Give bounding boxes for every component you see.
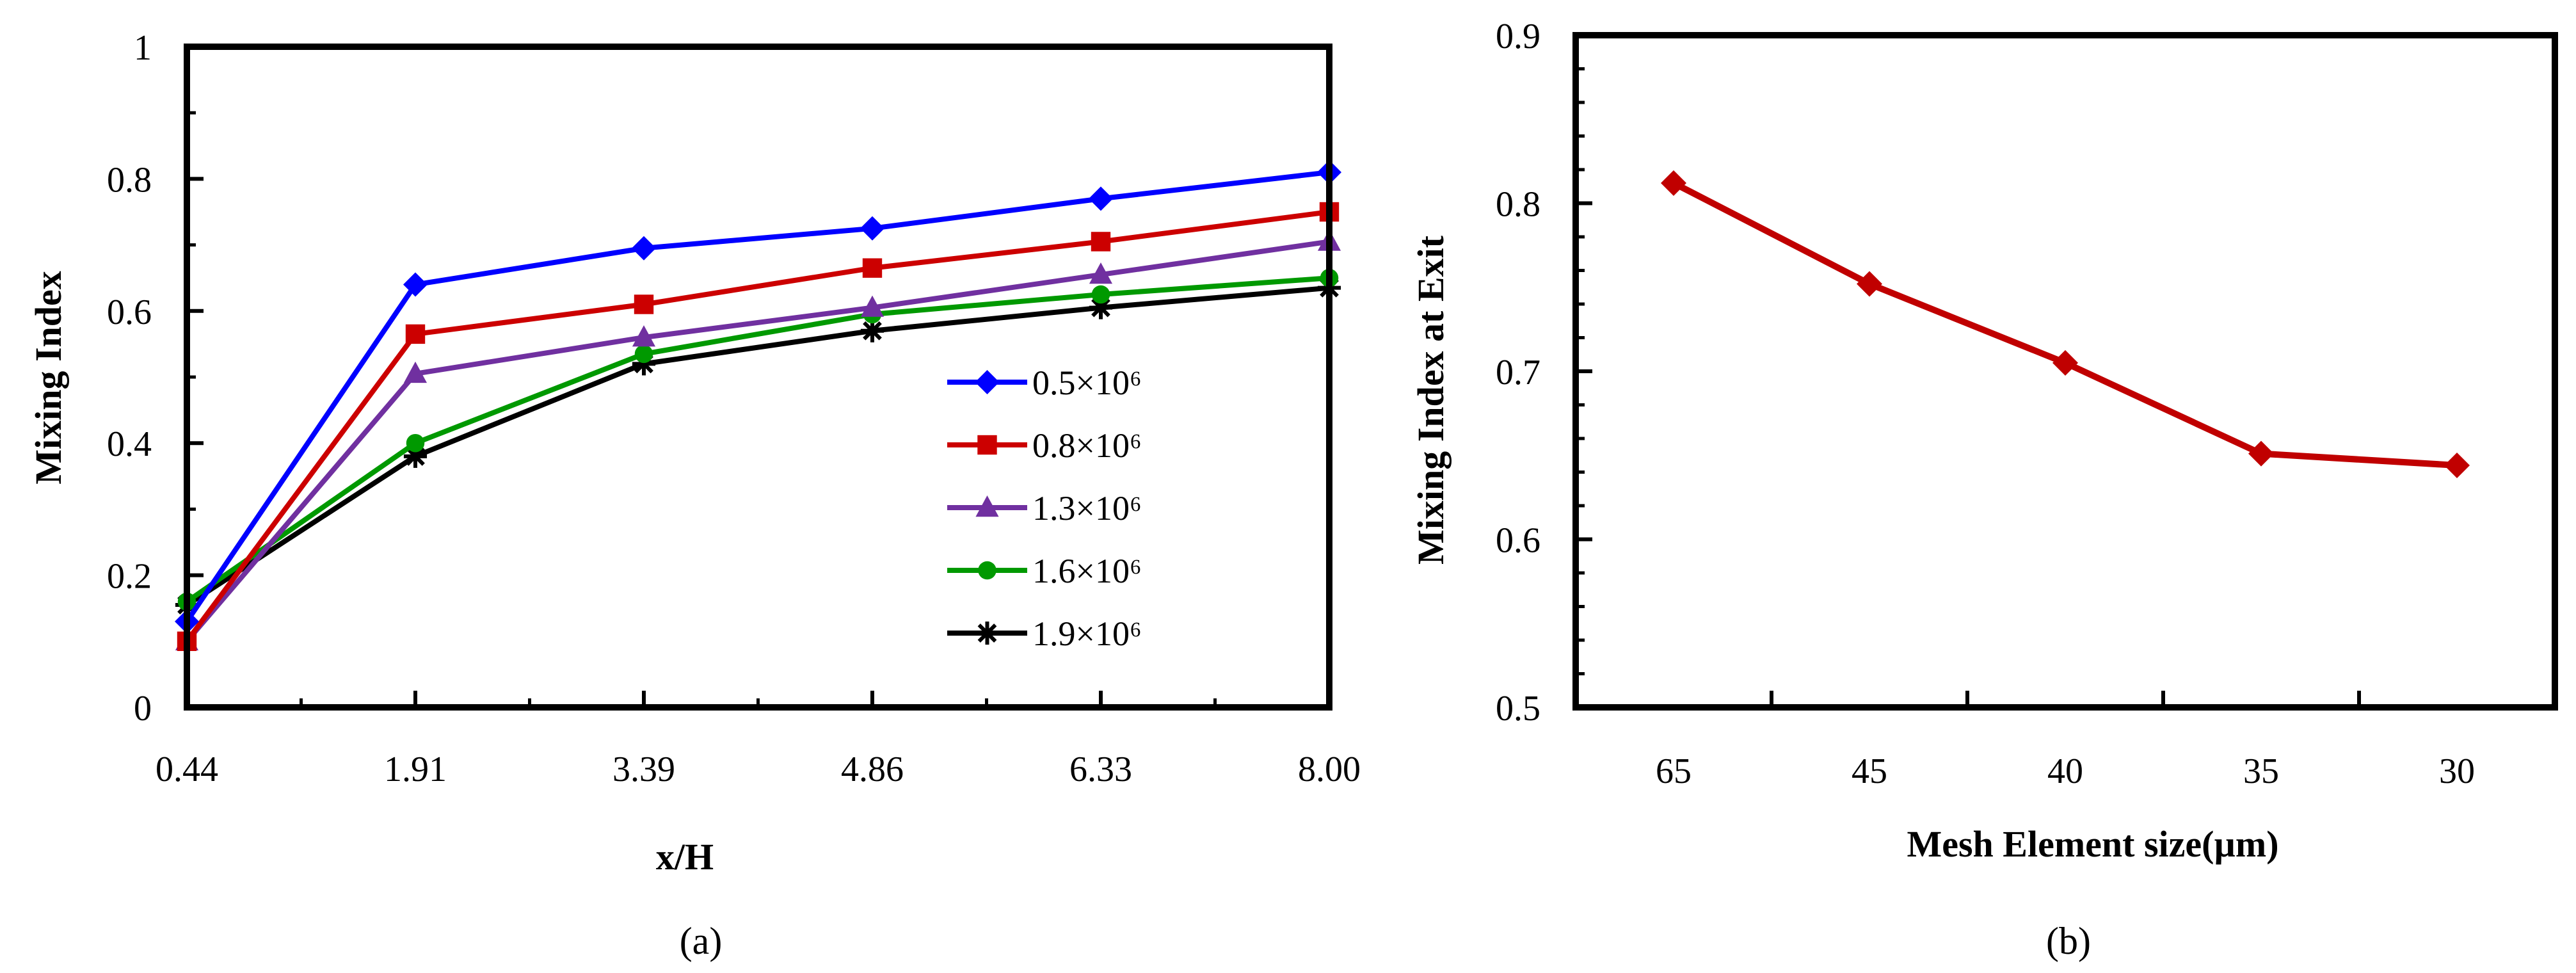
- chart-a-legend-label: 0.5×10⁶: [1032, 364, 1142, 402]
- chart-b-y-tick-label: 0.7: [1496, 353, 1540, 392]
- chart-a-x-tick-label: 1.91: [384, 750, 447, 789]
- chart-b-data-point: [2248, 440, 2274, 467]
- chart-a-data-point: [403, 361, 428, 383]
- chart-b-x-tick-label: 30: [2439, 752, 2475, 791]
- chart-b-y-tick-label: 0.6: [1496, 521, 1540, 561]
- chart-a-ticks: [185, 45, 1331, 709]
- chart-a-legend: 0.5×10⁶ 0.8×10⁶ 1.3×10⁶ 1.6×10⁶ 1.9×10⁶: [947, 364, 1142, 653]
- chart-a-data-point: [1089, 262, 1113, 284]
- chart-a-series-line: [184, 170, 1330, 623]
- chart-b-series-line: [1672, 180, 2458, 469]
- chart-a-data-point: [1091, 285, 1110, 304]
- chart-a-series-line: [184, 239, 1330, 643]
- chart-a-plot-frame: [184, 44, 1332, 711]
- chart-b-x-tick-label: 45: [1852, 752, 1887, 791]
- chart-a-legend-label: 1.9×10⁶: [1032, 615, 1142, 653]
- chart-a-legend-label: 1.6×10⁶: [1032, 552, 1142, 590]
- chart-a-data-point: [632, 325, 656, 347]
- chart-a-y-tick-label: 1: [134, 28, 152, 68]
- chart-a-data-point: [632, 236, 656, 261]
- chart-b-data-point: [1857, 271, 1882, 297]
- chart-a-y-tick-label: 0.4: [107, 424, 152, 464]
- chart-b-x-tick-labels: 65 45 40 35 30: [1656, 752, 2475, 791]
- chart-a-data-point: [403, 444, 428, 468]
- chart-b-data-point: [2052, 350, 2078, 376]
- chart-a-data-point: [406, 433, 425, 453]
- chart-a-data-point: [634, 344, 653, 364]
- chart-a-series-line: [184, 209, 1330, 643]
- chart-a-legend-marker: [978, 561, 996, 580]
- chart-b-y-tick-label: 0.8: [1496, 185, 1540, 225]
- chart-a-data-point: [1089, 186, 1113, 211]
- chart-a-y-tick-label: 0: [134, 689, 152, 728]
- chart-b-y-axis-title: Mixing Index at Exit: [1410, 235, 1452, 565]
- chart-a-legend-marker: [977, 435, 997, 455]
- chart-b-ticks: [1576, 33, 2361, 709]
- chart-b-series: [1661, 170, 2470, 478]
- chart-b-plot-frame: [1572, 32, 2558, 711]
- caption-b: (b): [2046, 920, 2091, 962]
- chart-a-data-point: [405, 324, 426, 344]
- chart-b-y-tick-label: 0.9: [1496, 17, 1540, 56]
- chart-a-series-line: [185, 275, 1330, 604]
- chart-a-legend-marker: [975, 621, 999, 645]
- chart-a-legend-marker: [975, 495, 999, 517]
- chart-b-y-tick-label: 0.5: [1496, 689, 1540, 728]
- chart-b-y-tick-labels: 0.5 0.6 0.7 0.8 0.9: [1496, 17, 1540, 728]
- chart-a-y-tick-label: 0.8: [107, 160, 152, 200]
- chart-a-x-tick-label: 0.44: [156, 750, 218, 789]
- chart-a-x-tick-label: 6.33: [1069, 750, 1132, 789]
- chart-a-x-tick-label: 8.00: [1298, 750, 1361, 789]
- chart-a-y-tick-label: 0.2: [107, 557, 152, 597]
- chart-a-y-axis-title: Mixing Index: [28, 271, 69, 485]
- chart-a-y-tick-labels: 0 0.2 0.4 0.6 0.8 1: [107, 28, 152, 728]
- chart-a-series-line: [185, 285, 1330, 607]
- chart-a-y-tick-label: 0.6: [107, 293, 152, 332]
- chart-b-x-tick-label: 65: [1656, 752, 1692, 791]
- chart-a-x-tick-labels: 0.44 1.91 3.39 4.86 6.33 8.00: [156, 750, 1361, 789]
- chart-a-data-point: [1091, 232, 1111, 252]
- chart-b-x-axis-title: Mesh Element size(µm): [1907, 823, 2278, 865]
- chart-b-data-point: [1661, 170, 1686, 196]
- chart-a-legend-label: 1.3×10⁶: [1032, 489, 1142, 527]
- chart-a-legend-label: 0.8×10⁶: [1032, 426, 1142, 465]
- chart-a-x-axis-title: x/H: [656, 836, 714, 878]
- chart-b-x-tick-label: 35: [2243, 752, 2279, 791]
- chart-a: 00.20.40.60.81 0.44 1.91 3.39 4.86 6.33 8.00 …: [28, 28, 1361, 878]
- chart-a-data-point: [403, 272, 428, 297]
- chart-a-x-tick-label: 4.86: [841, 750, 904, 789]
- chart-b-x-tick-label: 40: [2047, 752, 2083, 791]
- chart-a-series: [175, 160, 1341, 651]
- caption-a: (a): [680, 920, 723, 962]
- chart-a-x-tick-label: 3.39: [612, 750, 675, 789]
- chart-a-legend-marker: [975, 370, 1000, 394]
- chart-a-data-point: [862, 258, 883, 278]
- chart-b: 0.5 0.6 0.7 0.8 0.9 65 45 40 35 30 Mesh Element …: [1410, 17, 2558, 865]
- chart-b-data-point: [2444, 453, 2470, 478]
- chart-a-data-point: [634, 294, 654, 314]
- chart-a-data-point: [860, 295, 884, 317]
- chart-a-data-point: [860, 216, 884, 241]
